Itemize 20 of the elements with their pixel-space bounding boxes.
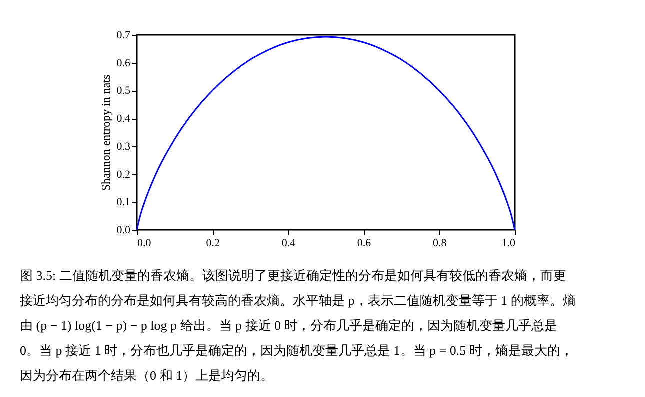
y-tick-label: 0.3 <box>116 140 131 153</box>
x-tick-label: 0.8 <box>433 238 448 250</box>
x-tick-label: 1.0 <box>502 238 516 250</box>
y-tick-label: 0.7 <box>116 30 131 42</box>
text: 0。当 p 接近 1 时，分布也几乎是确定的，因为随机变量几乎总是 1。当 p = 0.5 时，熵是最大的， <box>20 343 574 358</box>
text: 由 (p − 1) log(1 − p) − p log p 给出。当 p 接近 0 时，分布几乎是确定的，因为随机变量几乎总是 <box>20 318 558 333</box>
x-tick-label: 0.2 <box>206 238 220 250</box>
y-tick-label: 0.0 <box>116 224 131 236</box>
y-tick-label: 0.2 <box>116 168 130 181</box>
text: 接近均匀分布的分布是如何具有较高的香农熵。水平轴是 p，表示二值随机变量等于 1 的概率。熵 <box>20 293 576 308</box>
y-tick-label: 0.1 <box>116 196 130 209</box>
y-tick-label: 0.5 <box>116 85 131 98</box>
x-tick-label: 0.6 <box>357 238 372 250</box>
y-axis-title: Shannon entropy in nats <box>98 74 113 192</box>
text: 因为分布在两个结果（0 和 1）上是均匀的。 <box>20 368 274 383</box>
y-tick-label: 0.4 <box>116 113 131 126</box>
x-tick-label: 0.0 <box>138 238 152 250</box>
x-tick-label: 0.4 <box>282 238 296 250</box>
caption: 图 3.5: 二值随机变量的香农熵。该图说明了更接近确定性的分布是如何具有较低的香农熵，而更 <box>20 268 566 283</box>
y-tick-label: 0.6 <box>116 57 131 70</box>
